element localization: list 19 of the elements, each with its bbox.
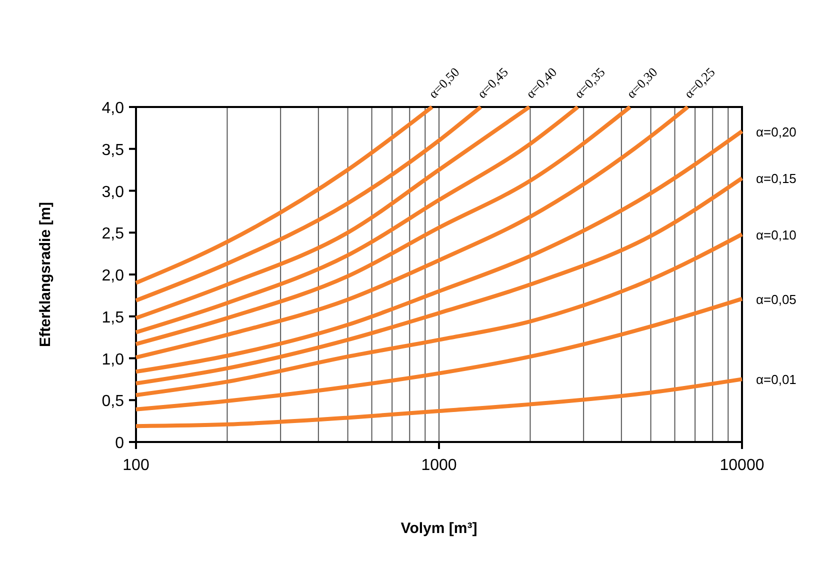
series-label: α=0,15 — [756, 171, 796, 186]
y-tick-label: 0 — [115, 435, 124, 452]
y-tick-label: 3,0 — [102, 184, 124, 201]
y-tick-label: 3,5 — [102, 142, 124, 159]
y-tick-label: 2,0 — [102, 268, 124, 284]
y-tick-label: 2,5 — [102, 226, 124, 243]
series-label: α=0,01 — [756, 372, 796, 388]
y-axis-title: Efterklangsradie [m] — [37, 202, 54, 348]
x-tick-label: 100 — [122, 457, 150, 474]
y-tick-label: 1,5 — [102, 309, 124, 326]
x-tick-label: 10000 — [720, 457, 764, 474]
y-tick-label: 1,0 — [102, 351, 124, 368]
series-label: α=0,05 — [756, 292, 796, 307]
y-tick-label: 0,5 — [102, 393, 124, 410]
x-tick-label: 1000 — [421, 457, 457, 474]
series-label: α=0,20 — [756, 124, 796, 140]
series-label: α=0,10 — [756, 227, 796, 242]
y-tick-label: 4,0 — [102, 100, 124, 117]
x-axis-title: Volym [m³] — [400, 520, 478, 537]
